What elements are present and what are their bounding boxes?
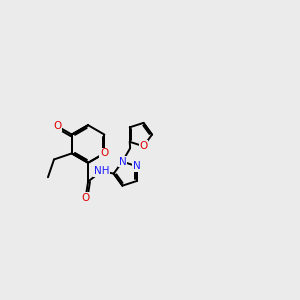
Text: N: N [118,157,126,166]
Text: O: O [100,148,109,158]
Text: O: O [81,193,90,203]
Text: O: O [53,121,62,131]
Text: O: O [140,141,148,151]
Text: N: N [133,161,140,171]
Text: NH: NH [94,166,110,176]
